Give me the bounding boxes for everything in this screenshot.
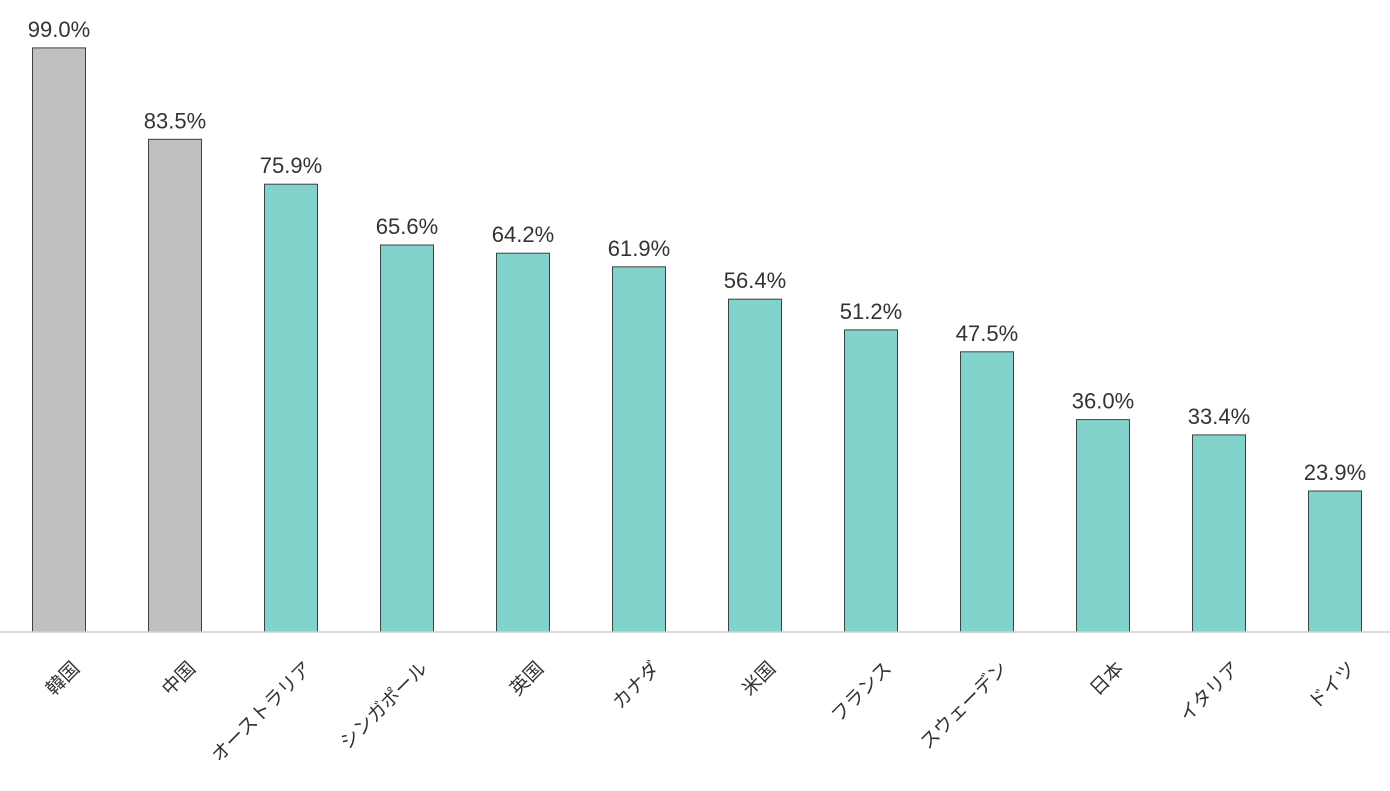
category-label-2: 中国 [158,658,200,700]
value-label-12: 23.9% [1304,460,1366,485]
value-label-3: 75.9% [260,153,322,178]
category-label-8: フランス [827,658,896,727]
bar-1 [32,47,86,633]
value-label-1: 99.0% [28,17,90,42]
bar-8 [844,329,898,633]
value-label-5: 64.2% [492,222,554,247]
category-label-6: カナダ [608,658,664,714]
value-label-8: 51.2% [840,299,902,324]
bar-7 [728,298,782,633]
category-label-11: イタリア [1175,658,1244,727]
category-label-3: オーストラリア [207,658,316,767]
category-label-4: シンガポール [336,658,432,754]
value-label-6: 61.9% [608,236,670,261]
category-labels-group: 韓国 中国 オーストラリア シンガポール 英国 カナダ 米国 フランス スウェーデン 日本 イタリア… [42,658,1360,767]
value-label-2: 83.5% [144,108,206,133]
bar-12 [1308,490,1362,633]
category-label-5: 英国 [506,658,548,700]
bar-10 [1076,419,1130,633]
value-labels-group: 99.0% 83.5% 75.9% 65.6% 64.2% 61.9% 56.4% 51.2%… [28,17,1366,485]
category-label-1: 韓国 [42,658,84,700]
value-label-9: 47.5% [956,321,1018,346]
bar-6 [612,266,666,633]
category-label-12: ドイツ [1304,658,1360,714]
bar-9 [960,351,1014,633]
bar-11 [1192,434,1246,633]
value-label-4: 65.6% [376,214,438,239]
value-label-11: 33.4% [1188,404,1250,429]
category-label-10: 日本 [1086,658,1128,700]
bars-group [32,47,1362,633]
bar-5 [496,252,550,633]
value-label-10: 36.0% [1072,389,1134,414]
bar-4 [380,244,434,633]
value-label-7: 56.4% [724,268,786,293]
category-label-9: スウェーデン [916,658,1012,754]
category-label-7: 米国 [738,658,780,700]
bar-3 [264,183,318,633]
bar-2 [148,138,202,633]
